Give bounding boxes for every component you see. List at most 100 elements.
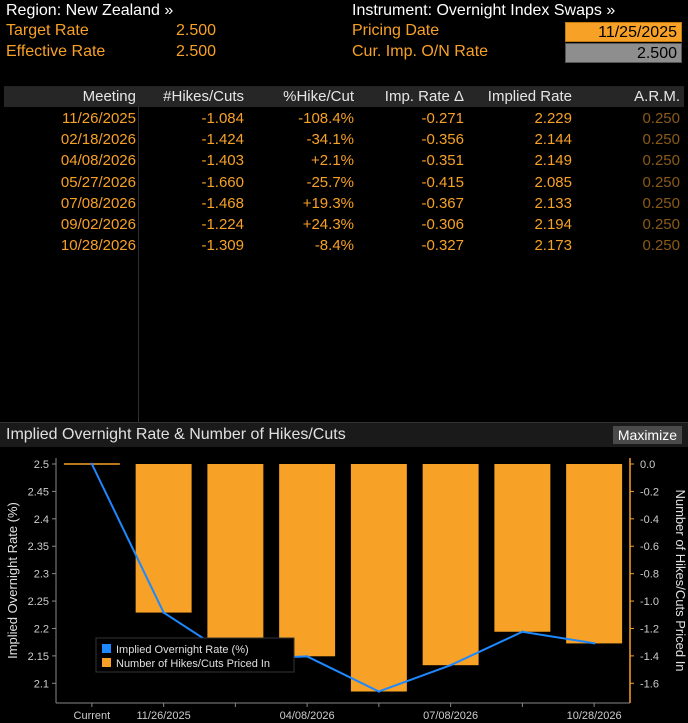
legend-label-line: Implied Overnight Rate (%) <box>116 644 249 656</box>
effective-rate-label: Effective Rate <box>6 43 106 60</box>
left-tick-label: 2.4 <box>34 514 49 526</box>
cell-arm: 0.250 <box>642 237 680 255</box>
cell-meeting-date: 09/02/2026 <box>60 216 136 233</box>
header-panel: Region: New Zealand » Instrument: Overni… <box>0 0 688 80</box>
cell-arm: 0.250 <box>642 216 680 233</box>
right-tick-label: -0.8 <box>640 569 659 581</box>
left-tick-label: 2.3 <box>34 569 49 581</box>
implied-rate-polyline <box>90 463 595 693</box>
cell-imp-rate-delta: -0.415 <box>421 173 464 191</box>
legend-swatch-line <box>102 644 111 653</box>
cell-imp-rate-delta: -0.327 <box>421 237 464 255</box>
cell-hikes-cuts: -1.309 <box>201 237 244 255</box>
right-tick-label: 0.0 <box>640 459 655 471</box>
cell-hikes-cuts: -1.468 <box>201 194 244 212</box>
bar-7 <box>566 464 623 644</box>
left-tick-label: 2.35 <box>28 541 49 553</box>
x-axis: Current 11/26/2025 04/08/2026 07/08/2026 10/… <box>56 702 630 722</box>
cell-hikes-cuts: -1.424 <box>201 131 244 149</box>
cell-implied-rate: 2.173 <box>534 237 572 255</box>
cell-meeting-date: 07/08/2026 <box>60 194 136 212</box>
cell-arm: 0.250 <box>642 173 680 191</box>
cell-implied-rate: 2.133 <box>534 194 572 212</box>
cell-pct-hike-cut: -108.4% <box>298 110 354 127</box>
table-header: Meeting #Hikes/Cuts %Hike/Cut Imp. Rate … <box>4 87 684 107</box>
table-row[interactable]: 05/27/2026 -1.660 -25.7% -0.415 2.085 0.250 <box>4 173 684 194</box>
col-header-imp-rate-delta[interactable]: Imp. Rate Δ <box>384 88 464 105</box>
chart-header: Implied Overnight Rate & Number of Hikes… <box>0 422 688 447</box>
table-row[interactable]: 04/08/2026 -1.403 +2.1% -0.351 2.149 0.250 <box>4 151 684 172</box>
cell-meeting-date: 05/27/2026 <box>60 173 136 191</box>
cell-hikes-cuts: -1.660 <box>201 173 244 191</box>
chart-legend[interactable]: Implied Overnight Rate (%) Number of Hike… <box>95 637 295 673</box>
table-row[interactable]: 09/02/2026 -1.224 +24.3% -0.306 2.194 0.250 <box>4 215 684 236</box>
cell-arm: 0.250 <box>642 194 680 212</box>
x-tick-label: 07/08/2026 <box>423 710 478 722</box>
bar-4 <box>350 464 407 692</box>
right-tick-label: -1.2 <box>640 623 659 635</box>
bar-3 <box>279 464 336 657</box>
left-tick-label: 2.1 <box>34 678 49 690</box>
cell-meeting-date: 04/08/2026 <box>60 152 136 170</box>
rate-point-4 <box>377 690 381 693</box>
x-tick-label: Current <box>74 710 111 722</box>
cell-pct-hike-cut: -25.7% <box>306 173 354 191</box>
region-selector[interactable]: Region: New Zealand » <box>6 2 174 19</box>
col-header-pct-hike-cut[interactable]: %Hike/Cut <box>283 88 354 105</box>
right-axis-title: Number of Hikes/Cuts Priced In <box>673 489 688 671</box>
left-tick-label: 2.5 <box>34 459 49 471</box>
right-axis: 0.0 -0.2 -0.4 -0.6 -0.8 -1.0 -1.2 -1.4 -1.6 Numbe… <box>629 458 688 703</box>
implied-rate-line <box>90 462 596 693</box>
table-row[interactable]: 10/28/2026 -1.309 -8.4% -0.327 2.173 0.250 <box>4 236 684 257</box>
hikes-cuts-bars <box>63 463 623 692</box>
rate-point-7 <box>592 642 596 645</box>
effective-rate-value: 2.500 <box>176 43 217 60</box>
pricing-date-label: Pricing Date <box>352 22 440 39</box>
cell-imp-rate-delta: -0.356 <box>421 131 464 149</box>
cell-imp-rate-delta: -0.351 <box>421 152 464 170</box>
left-tick-label: 2.25 <box>28 596 49 608</box>
col-header-arm[interactable]: A.R.M. <box>634 88 680 105</box>
column-divider <box>138 87 139 423</box>
right-tick-label: -0.6 <box>640 541 659 553</box>
cur-imp-rate-input[interactable]: 2.500 <box>565 43 682 63</box>
cell-arm: 0.250 <box>642 110 680 127</box>
right-tick-label: -1.0 <box>640 596 659 608</box>
cell-implied-rate: 2.194 <box>534 216 572 233</box>
cell-meeting-date: 10/28/2026 <box>60 237 136 255</box>
table-row[interactable]: 11/26/2025 -1.084 -108.4% -0.271 2.229 0.250 <box>4 109 684 130</box>
cell-meeting-date: 02/18/2026 <box>60 131 136 149</box>
cell-meeting-date: 11/26/2025 <box>62 110 136 127</box>
rate-point-1 <box>162 611 165 614</box>
rate-point-3 <box>305 655 309 658</box>
meetings-table: Meeting #Hikes/Cuts %Hike/Cut Imp. Rate … <box>4 86 684 423</box>
left-tick-label: 2.45 <box>28 486 49 498</box>
x-tick-label: 10/28/2026 <box>567 710 622 722</box>
col-header-implied-rate[interactable]: Implied Rate <box>487 88 572 105</box>
right-tick-label: -0.4 <box>640 514 659 526</box>
table-row[interactable]: 02/18/2026 -1.424 -34.1% -0.356 2.144 0.250 <box>4 130 684 151</box>
rate-point-5 <box>449 664 452 667</box>
x-tick-label: 04/08/2026 <box>280 710 335 722</box>
col-header-hikes-cuts[interactable]: #Hikes/Cuts <box>163 88 244 105</box>
left-axis-title: Implied Overnight Rate (%) <box>5 502 20 659</box>
legend-box <box>95 637 295 673</box>
rate-point-0 <box>90 462 94 466</box>
cell-implied-rate: 2.229 <box>534 110 572 127</box>
pricing-date-input[interactable]: 11/25/2025 <box>565 22 682 42</box>
cell-pct-hike-cut: -34.1% <box>306 131 354 149</box>
maximize-button[interactable]: Maximize <box>612 426 682 444</box>
cell-hikes-cuts: -1.403 <box>201 152 244 170</box>
left-tick-label: 2.2 <box>34 623 49 635</box>
table-row[interactable]: 07/08/2026 -1.468 +19.3% -0.367 2.133 0.250 <box>4 194 684 215</box>
chart-title: Implied Overnight Rate & Number of Hikes… <box>6 426 346 443</box>
target-rate-label: Target Rate <box>6 22 89 39</box>
cell-hikes-cuts: -1.084 <box>201 110 244 127</box>
cell-pct-hike-cut: +24.3% <box>302 216 354 233</box>
bar-6 <box>494 464 551 632</box>
legend-swatch-bar <box>102 658 111 667</box>
cell-arm: 0.250 <box>642 152 680 170</box>
col-header-meeting[interactable]: Meeting <box>82 88 136 105</box>
instrument-selector[interactable]: Instrument: Overnight Index Swaps » <box>352 2 616 19</box>
left-tick-label: 2.15 <box>28 651 49 663</box>
